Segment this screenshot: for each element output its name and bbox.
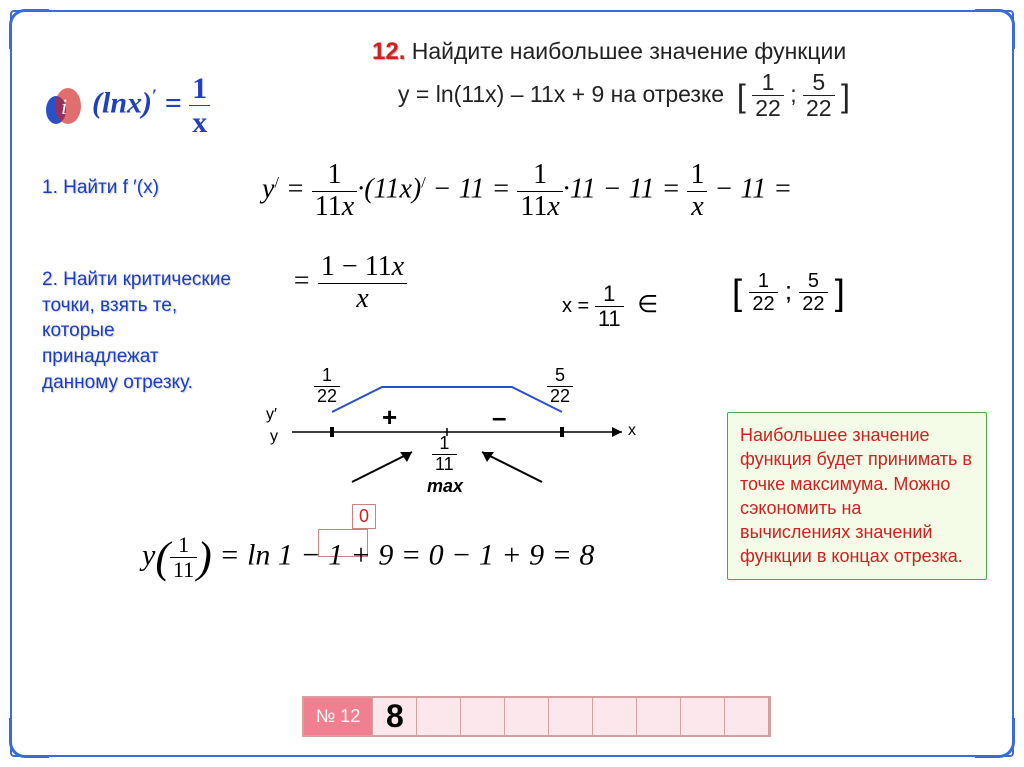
slide-content: 12. Найдите наибольшее значение функции …: [12, 12, 1012, 755]
answer-cell: [549, 698, 593, 735]
explanation-box: Наибольшее значение функция будет приним…: [727, 412, 987, 580]
problem-statement: 12. Найдите наибольшее значение функции …: [372, 34, 994, 122]
derivative-line-1: y/ = 111x·(11x)/ − 11 = 111x·11 − 11 = 1…: [262, 160, 792, 223]
info-icon: i: [42, 84, 86, 128]
step-1: 1. Найти f ′(x): [42, 177, 159, 199]
answer-cell: [505, 698, 549, 735]
answer-cell: [681, 698, 725, 735]
answer-cell: 8: [373, 698, 417, 735]
sign-minus: –: [492, 402, 506, 433]
derivative-rule: (lnx)′ = 1x: [92, 72, 210, 139]
problem-number: 12.: [372, 38, 405, 65]
svg-text:i: i: [61, 94, 67, 119]
answer-cell: [637, 698, 681, 735]
derivative-line-2: = 1 − 11xx: [292, 252, 407, 315]
step-2: 2. Найти критические точки, взять те, ко…: [42, 267, 232, 395]
answer-grid: № 12 8: [302, 696, 771, 737]
max-label: max: [427, 476, 463, 497]
sign-plus: +: [382, 402, 397, 433]
axis-y: y: [270, 428, 278, 446]
interval-check: [ 122 ; 522 ]: [732, 270, 845, 315]
answer-cell: [593, 698, 637, 735]
function-evaluation: y(111) = ln 1 − 1 + 9 = 0 − 1 + 9 = 8: [142, 532, 594, 583]
axis-x: x: [628, 422, 636, 440]
sign-diagram: 122 522 111 + – y′ y x max: [272, 372, 652, 492]
slide-frame: 12. Найдите наибольшее значение функции …: [10, 10, 1014, 757]
problem-text-1: Найдите наибольшее значение функции: [412, 38, 846, 64]
axis-yprime: y′: [266, 406, 277, 424]
answer-cell: [461, 698, 505, 735]
answer-label: № 12: [304, 698, 373, 735]
problem-text-2: y = ln(11x) – 11x + 9 на отрезке: [398, 81, 724, 107]
zero-callout: 0: [352, 504, 376, 529]
answer-cell: [417, 698, 461, 735]
answer-cell: [725, 698, 769, 735]
critical-point: x = 111 ∈: [562, 282, 666, 331]
hint-formula: i (lnx)′ = 1x: [42, 72, 210, 139]
